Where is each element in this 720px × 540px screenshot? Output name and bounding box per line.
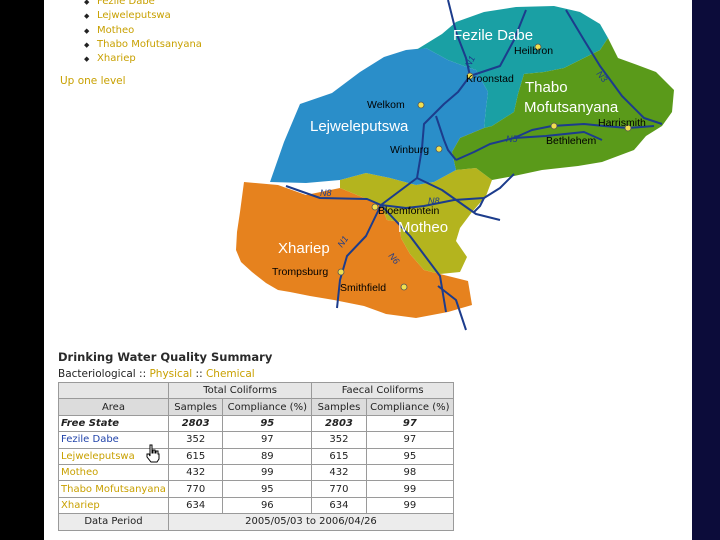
town-bloemfontein: Bloemfontein	[378, 205, 439, 217]
header-area: Area	[58, 398, 169, 416]
header-compliance-total: Compliance (%)	[222, 398, 313, 416]
district-link-lejweleputswa[interactable]: Lejweleputswa	[84, 9, 202, 23]
tc-compliance-cell: 99	[222, 463, 313, 482]
water-quality-table: Total Coliforms Faecal Coliforms Area Sa…	[58, 381, 455, 531]
region-thabo-mofutsanyana[interactable]	[452, 38, 674, 180]
region-fezile-dabe[interactable]	[416, 6, 608, 128]
tab-separator: ::	[192, 368, 206, 380]
town-kroonstad: Kroonstad	[466, 73, 514, 85]
town-markers	[337, 43, 632, 291]
tc-samples-cell: 770	[167, 480, 224, 498]
town-heilbron: Heilbron	[514, 45, 553, 57]
tc-samples-cell: 634	[167, 496, 224, 515]
town-welkom: Welkom	[367, 99, 405, 111]
town-bethlehem: Bethlehem	[546, 135, 596, 147]
tc-compliance-cell: 89	[222, 447, 313, 465]
road-label-n8-east: N8	[428, 196, 440, 206]
fc-compliance-cell: 97	[365, 414, 455, 433]
data-period-row: Data Period 2005/05/03 to 2006/04/26	[58, 513, 455, 531]
browser-page: Fezile Dabe Thabo Mofutsanyana Lejwelepu…	[44, 0, 692, 540]
header-compliance-faecal: Compliance (%)	[365, 398, 455, 416]
table-group-header-row: Total Coliforms Faecal Coliforms	[58, 381, 454, 400]
fc-compliance-cell: 98	[365, 463, 455, 482]
header-samples-total: Samples	[167, 398, 224, 416]
tc-compliance-cell: 96	[222, 496, 313, 515]
table-row: Thabo Mofutsanyana 770 95 770 99	[58, 480, 455, 498]
summary-title: Drinking Water Quality Summary	[58, 350, 273, 364]
header-total-coliforms: Total Coliforms	[167, 381, 313, 400]
label-thabo-line1[interactable]: Thabo	[525, 79, 568, 96]
town-winburg: Winburg	[390, 144, 429, 156]
label-thabo-line2[interactable]: Mofutsanyana	[524, 99, 619, 116]
town-harrismith: Harrismith	[598, 117, 646, 129]
district-link-thabo-mofutsanyana[interactable]: Thabo Mofutsanyana	[84, 38, 202, 52]
label-fezile-dabe[interactable]: Fezile Dabe	[453, 27, 533, 44]
fc-samples-cell: 352	[311, 431, 367, 449]
header-faecal-coliforms: Faecal Coliforms	[311, 381, 454, 400]
tab-bacteriological[interactable]: Bacteriological	[58, 368, 136, 380]
district-link-xhariep[interactable]: Xhariep	[84, 52, 202, 66]
table-column-header-row: Area Samples Compliance (%) Samples Comp…	[58, 398, 455, 416]
area-cell: Free State	[58, 414, 169, 433]
tc-samples-cell: 2803	[167, 414, 224, 433]
tc-samples-cell: 432	[167, 463, 224, 482]
data-period-label: Data Period	[58, 513, 169, 531]
table-row: Motheo 432 99 432 98	[58, 463, 455, 482]
label-xhariep[interactable]: Xhariep	[278, 240, 330, 257]
town-trompsburg: Trompsburg	[272, 266, 328, 278]
fc-samples-cell: 2803	[311, 414, 367, 433]
free-state-map: Fezile Dabe Thabo Mofutsanyana Lejwelepu…	[236, 0, 674, 331]
hand-cursor-icon	[146, 444, 160, 463]
tc-samples-cell: 615	[167, 447, 224, 465]
table-row: Xhariep 634 96 634 99	[58, 496, 455, 515]
tab-chemical[interactable]: Chemical	[205, 368, 255, 380]
up-one-level-link[interactable]: Up one level	[60, 75, 126, 87]
table-row: Fezile Dabe 352 97 352 97	[58, 431, 455, 449]
district-link-list: Fezile Dabe Lejweleputswa Motheo Thabo M…	[84, 0, 202, 66]
fc-compliance-cell: 99	[365, 480, 455, 498]
tc-compliance-cell: 95	[222, 414, 313, 433]
fc-samples-cell: 634	[311, 496, 367, 515]
town-smithfield: Smithfield	[340, 282, 386, 294]
tc-compliance-cell: 95	[222, 480, 313, 498]
header-samples-faecal: Samples	[311, 398, 367, 416]
road-network	[285, 0, 663, 331]
label-motheo[interactable]: Motheo	[398, 219, 448, 236]
district-link-motheo[interactable]: Motheo	[84, 24, 202, 38]
road-label-n8-west: N8	[320, 188, 332, 198]
area-link-thabo-mofutsanyana[interactable]: Thabo Mofutsanyana	[58, 480, 169, 498]
table-row: Free State 2803 95 2803 97	[58, 414, 455, 433]
fc-samples-cell: 615	[311, 447, 367, 465]
area-link-xhariep[interactable]: Xhariep	[58, 496, 169, 515]
table-row: Lejweleputswa 615 89 615 95	[58, 447, 455, 465]
summary-tabs: Bacteriological :: Physical :: Chemical	[58, 368, 255, 380]
fc-compliance-cell: 99	[365, 496, 455, 515]
tc-compliance-cell: 97	[222, 431, 313, 449]
tc-samples-cell: 352	[167, 431, 224, 449]
tab-separator: ::	[135, 368, 150, 380]
slide-right-edge	[692, 0, 720, 540]
fc-compliance-cell: 97	[365, 431, 455, 449]
fc-samples-cell: 432	[311, 463, 367, 482]
fc-samples-cell: 770	[311, 480, 367, 498]
region-motheo[interactable]	[340, 168, 492, 274]
road-label-n1-north: N1	[463, 54, 477, 69]
area-link-motheo[interactable]: Motheo	[58, 463, 169, 482]
data-period-value: 2005/05/03 to 2006/04/26	[167, 513, 455, 531]
road-label-n5: N5	[506, 134, 518, 144]
label-lejweleputswa[interactable]: Lejweleputswa	[310, 118, 409, 135]
tab-physical[interactable]: Physical	[149, 368, 193, 380]
header-blank	[58, 381, 169, 400]
district-link-fezile-dabe[interactable]: Fezile Dabe	[84, 0, 202, 9]
region-lejweleputswa[interactable]	[270, 48, 488, 185]
fc-compliance-cell: 95	[365, 447, 455, 465]
